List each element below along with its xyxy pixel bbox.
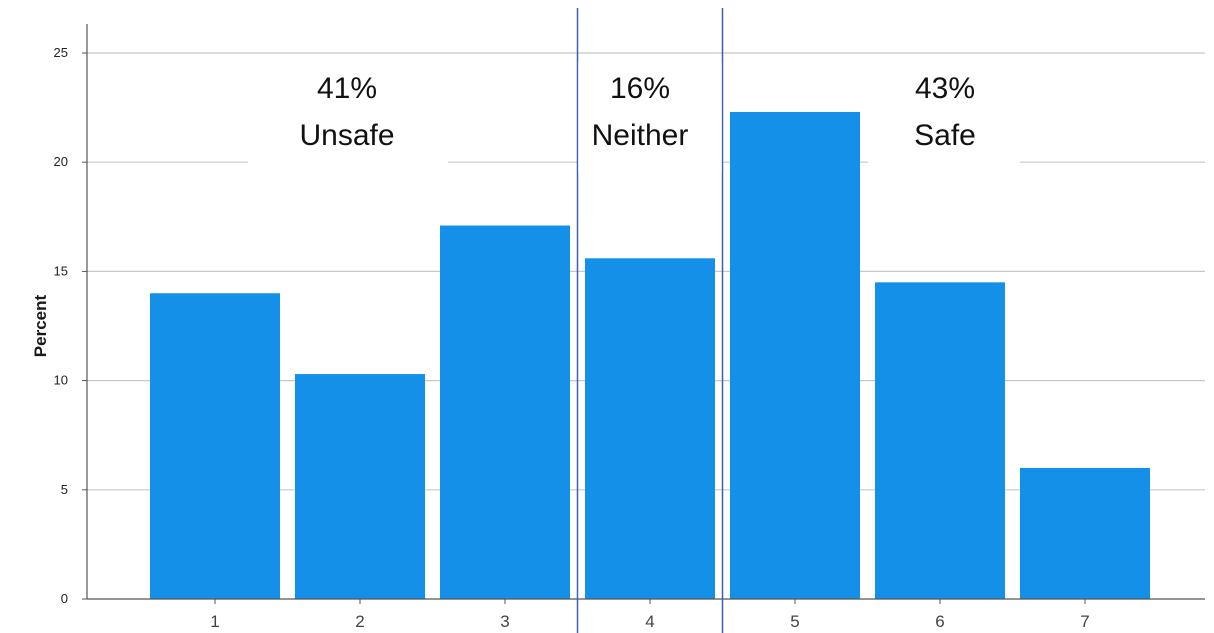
y-tick-label: 20 xyxy=(54,154,68,169)
annotation-percent: 16% xyxy=(610,72,670,105)
bars xyxy=(150,111,1150,599)
y-tick-label: 10 xyxy=(54,373,68,388)
y-tick-label: 15 xyxy=(54,263,68,278)
x-tick-label: 6 xyxy=(935,612,944,631)
bar-6 xyxy=(875,282,1005,599)
y-tick-label: 5 xyxy=(61,482,68,497)
annotation-background xyxy=(248,62,448,172)
bar-4 xyxy=(585,258,715,599)
group-annotations: 41% Unsafe 16% Neither 43% Safe xyxy=(248,8,1020,633)
bar-3 xyxy=(440,225,570,599)
x-tick-label: 1 xyxy=(210,612,219,631)
y-tick-labels: 0 5 10 15 20 25 xyxy=(54,45,68,606)
x-tick-label: 3 xyxy=(500,612,509,631)
x-tick-label: 4 xyxy=(645,612,654,631)
annotation-percent: 41% xyxy=(317,72,377,105)
bar-7 xyxy=(1020,467,1150,599)
annotation-percent: 43% xyxy=(915,72,975,105)
x-tick-labels: 1 2 3 4 5 6 7 xyxy=(210,599,1090,631)
annotation-background xyxy=(577,62,723,172)
axes xyxy=(82,24,1205,600)
x-tick-label: 2 xyxy=(355,612,364,631)
annotation-label: Neither xyxy=(592,119,689,152)
y-tick-label: 25 xyxy=(54,45,68,60)
y-tick-label: 0 xyxy=(61,591,68,606)
y-axis-label: Percent xyxy=(31,294,50,357)
annotation-label: Unsafe xyxy=(299,119,394,152)
annotation-label: Safe xyxy=(914,119,976,152)
annotation-background xyxy=(868,62,1020,172)
bar-1 xyxy=(150,293,280,599)
x-tick-label: 5 xyxy=(790,612,799,631)
x-tick-label: 7 xyxy=(1080,612,1089,631)
bar-2 xyxy=(295,374,425,599)
bar-5 xyxy=(730,111,860,599)
